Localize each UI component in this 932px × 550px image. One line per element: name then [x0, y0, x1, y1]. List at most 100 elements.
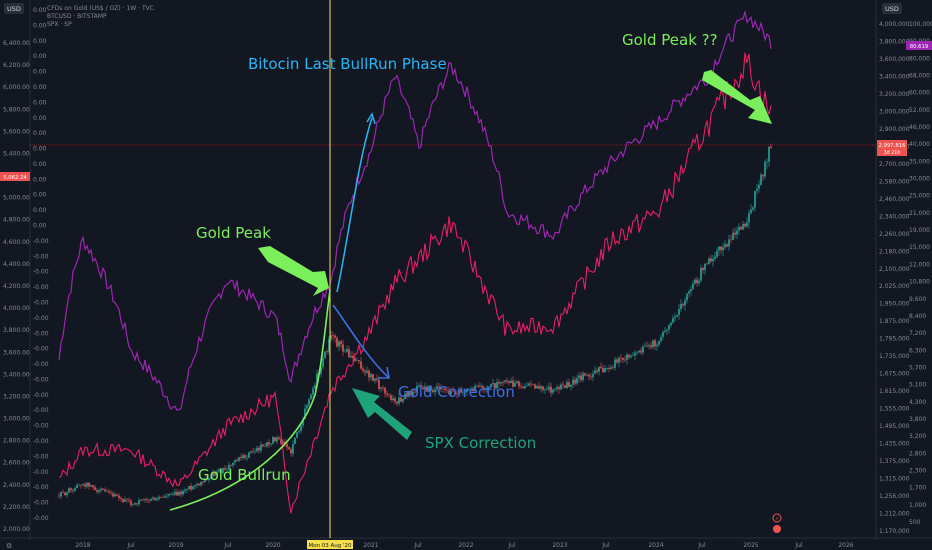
- currency-selector-left[interactable]: USD: [4, 3, 24, 14]
- gold-candle-body: [246, 457, 248, 459]
- gold-candle-body: [358, 360, 360, 362]
- axis-tick-label: 1,212,000: [879, 511, 910, 518]
- gold-candle-body: [182, 490, 184, 495]
- gold-candle-body: [242, 455, 244, 458]
- gold-candle-body: [654, 340, 656, 347]
- time-axis-label: 2019: [168, 542, 183, 549]
- axis-tick-label: 1,875,000: [879, 318, 910, 325]
- gold-candle-body: [232, 462, 234, 466]
- axis-tick-label: 500: [909, 519, 921, 526]
- gold-candle-body: [206, 478, 208, 480]
- axis-tick-label: 5,800.00: [3, 106, 30, 113]
- gold-candle-body: [640, 350, 642, 353]
- gold-candle-body: [766, 161, 768, 163]
- gold-candle-body: [350, 355, 352, 358]
- annotation-gold-peak-arrow: [258, 246, 329, 296]
- axis-tick-label: 12,000: [909, 261, 930, 268]
- time-axis-label: 2018: [75, 542, 90, 549]
- gold-candle-body: [736, 230, 738, 235]
- annotation-gold-peak: Gold Peak: [196, 224, 271, 242]
- gold-candle-body: [148, 499, 150, 501]
- gold-candle-body: [316, 373, 318, 385]
- gold-candle-body: [680, 304, 682, 310]
- axis-tick-label: -0.00: [33, 361, 49, 368]
- gold-candle-body: [644, 345, 646, 347]
- gold-candle-body: [180, 491, 182, 495]
- currency-selector-right[interactable]: USD: [882, 3, 902, 14]
- axis-tick-label: 3,200: [909, 433, 926, 440]
- axis-tick-label: 5,700: [909, 364, 926, 371]
- gold-candle-body: [254, 451, 256, 453]
- gold-candle-body: [590, 376, 592, 378]
- gold-candle-body: [124, 499, 126, 502]
- event-marker-glyph: ⚡: [775, 516, 779, 522]
- gold-candle-body: [158, 496, 160, 499]
- annotation-gold-correction-arrow: [332, 304, 389, 378]
- axis-tick-label: -0.00: [33, 469, 49, 476]
- gold-candle-body: [692, 283, 694, 290]
- gold-candle-body: [750, 209, 752, 214]
- gold-candle-body: [200, 481, 202, 486]
- gold-candle-body: [430, 386, 432, 391]
- gold-candle-body: [492, 383, 494, 385]
- gold-candle-body: [422, 387, 424, 390]
- gold-candle-body: [412, 391, 414, 396]
- axis-tick-label: 2,180,000: [879, 248, 910, 255]
- axis-tick-label: 0.00: [33, 7, 47, 14]
- gold-candle-body: [260, 444, 262, 451]
- axis-tick-label: -0.00: [33, 376, 49, 383]
- gold-candle-body: [208, 478, 210, 480]
- gold-candle-body: [226, 469, 228, 470]
- dividend-marker-icon[interactable]: [773, 525, 781, 533]
- gold-candle-body: [262, 444, 264, 447]
- gold-candle-body: [408, 390, 410, 397]
- gold-candles: [58, 143, 772, 508]
- axis-tick-label: 0.00: [33, 115, 47, 122]
- axis-tick-label: 0.00: [33, 84, 47, 91]
- gold-candle-body: [94, 487, 96, 491]
- axis-tick-label: -0.00: [33, 299, 49, 306]
- gold-candle-body: [292, 444, 294, 454]
- gold-candle-body: [140, 499, 142, 501]
- gold-candle-body: [572, 379, 574, 385]
- spx-series-line: [58, 52, 772, 514]
- gold-candle-body: [468, 389, 470, 391]
- gold-candle-body: [194, 485, 196, 487]
- axis-tick-label: 1,435,000: [879, 441, 910, 448]
- gold-candle-body: [378, 379, 380, 389]
- gold-candle-body: [688, 291, 690, 294]
- gold-candle-body: [372, 374, 374, 381]
- gold-candle-body: [712, 258, 714, 262]
- annotation-gold-peak-question: Gold Peak ??: [622, 31, 718, 49]
- axis-tick-label: 2,260,000: [879, 231, 910, 238]
- gold-candle-body: [330, 335, 332, 340]
- gold-candle-body: [402, 399, 404, 402]
- gold-candle-body: [768, 146, 770, 162]
- axis-tick-label: 1,555,000: [879, 406, 910, 413]
- settings-gear-icon[interactable]: ⚙: [6, 542, 12, 550]
- gold-candle-body: [454, 391, 456, 394]
- time-axis-label: Jul: [601, 542, 610, 549]
- gold-candle-body: [530, 383, 532, 385]
- gold-candle-body: [538, 386, 540, 389]
- gold-candle-body: [466, 389, 468, 392]
- axis-tick-label: 0.00: [33, 53, 47, 60]
- gold-candle-body: [300, 425, 302, 432]
- legend-btc: BTCUSD · BITSTAMP: [47, 13, 107, 20]
- gold-candle-body: [578, 375, 580, 379]
- gold-candle-body: [508, 381, 510, 383]
- axis-tick-label: 35,000: [909, 158, 930, 165]
- axis-tick-label: 1,795,000: [879, 336, 910, 343]
- event-marker-icon[interactable]: [772, 513, 782, 523]
- axis-tick-label: 2,460,000: [879, 196, 910, 203]
- gold-candle-body: [394, 398, 396, 402]
- axis-tick-label: 3,800.00: [3, 327, 30, 334]
- axis-tick-label: 7,200: [909, 330, 926, 337]
- time-axis-label: 2021: [363, 542, 378, 549]
- gold-candle-body: [646, 345, 648, 347]
- gold-candle-body: [160, 496, 162, 498]
- gold-candle-body: [734, 232, 736, 235]
- time-axis-label: 2023: [552, 542, 567, 549]
- gold-candle-body: [62, 492, 64, 493]
